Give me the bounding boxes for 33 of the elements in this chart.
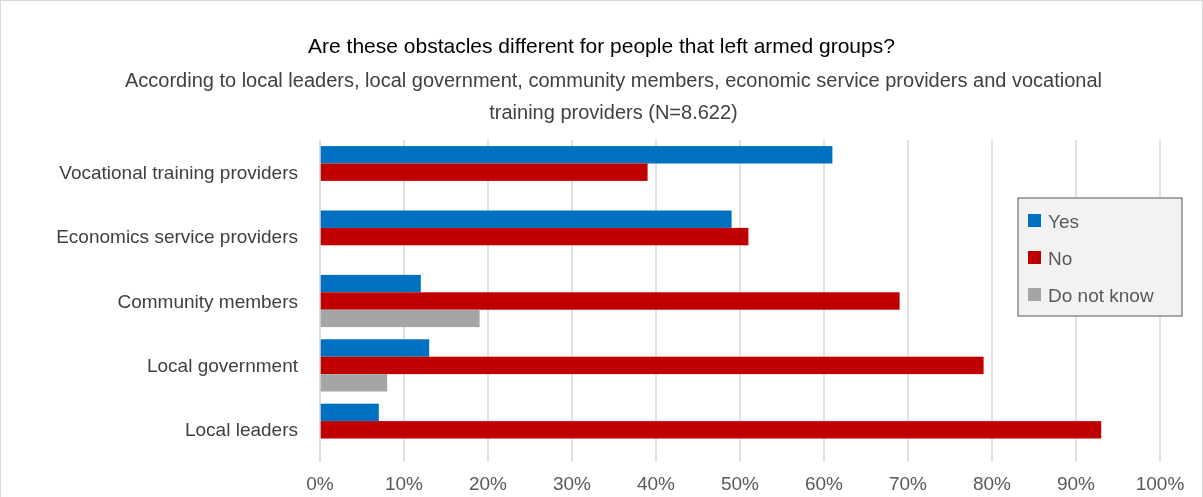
- x-tick-label: 0%: [306, 473, 334, 494]
- y-tick-label: Local government: [146, 355, 299, 377]
- bar: [320, 356, 984, 375]
- y-tick-label: Economics service providers: [56, 226, 298, 248]
- x-tick-label: 20%: [468, 473, 508, 494]
- bar: [320, 374, 388, 392]
- x-tick-label: 10%: [384, 473, 424, 494]
- bar: [320, 339, 430, 357]
- bar: [320, 421, 1102, 439]
- x-tick-label: 40%: [636, 473, 676, 494]
- bar: [320, 403, 379, 422]
- y-tick-label: Local leaders: [184, 419, 298, 441]
- y-tick-label: Vocational training providers: [59, 161, 298, 183]
- bar: [320, 210, 732, 228]
- bar: [320, 227, 749, 246]
- legend-label: Do not know: [1048, 284, 1154, 306]
- bar: [320, 274, 421, 293]
- x-tick-label: 70%: [888, 473, 928, 494]
- x-tick-label: 80%: [972, 473, 1012, 494]
- x-tick-label: 50%: [720, 473, 760, 494]
- chart-subtitle: According to local leaders, local government, community members, economic service providers and vocational training providers (N=8.622): [124, 69, 1103, 123]
- legend-label: Yes: [1048, 210, 1079, 232]
- x-tick-label: 30%: [552, 473, 592, 494]
- legend-label: No: [1048, 247, 1073, 269]
- x-tick-label: 90%: [1056, 473, 1096, 494]
- bar: [320, 309, 480, 328]
- bar: [320, 163, 648, 181]
- bar: [320, 292, 900, 310]
- x-tick-label: 60%: [804, 473, 844, 494]
- chart-title: Are these obstacles different for people that left armed groups?: [308, 34, 895, 57]
- y-tick-label: Community members: [117, 290, 298, 312]
- x-tick-label: 100%: [1135, 473, 1185, 494]
- bar: [320, 146, 833, 164]
